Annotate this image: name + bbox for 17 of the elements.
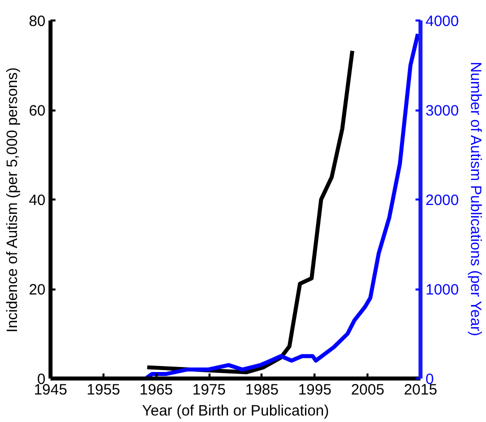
x-tick-label: 1985: [245, 382, 279, 398]
y-tick-label: 40: [28, 192, 46, 209]
x-axis-title: Year (of Birth or Publication): [142, 402, 330, 420]
y2-tick-label: 4000: [426, 13, 459, 30]
x-tick-label: 1955: [86, 382, 120, 398]
x-tick-label: 2005: [350, 382, 384, 398]
y2-tick-label: 3000: [426, 102, 459, 120]
y2-tick-label: 1000: [426, 282, 459, 298]
y2-axis-title: Number of Autism Publications (per Year): [466, 62, 484, 336]
y-tick-label: 80: [28, 13, 46, 30]
y2-tick-label: 2000: [426, 192, 459, 209]
y-tick-label: 60: [28, 102, 46, 120]
x-tick-label: 1975: [192, 382, 226, 398]
x-tick-label: 1995: [298, 382, 332, 398]
y-tick-label: 20: [28, 282, 46, 298]
y-axis-title: Incidence of Autism (per 5,000 persons): [4, 67, 21, 332]
x-tick-label: 1965: [140, 382, 173, 398]
